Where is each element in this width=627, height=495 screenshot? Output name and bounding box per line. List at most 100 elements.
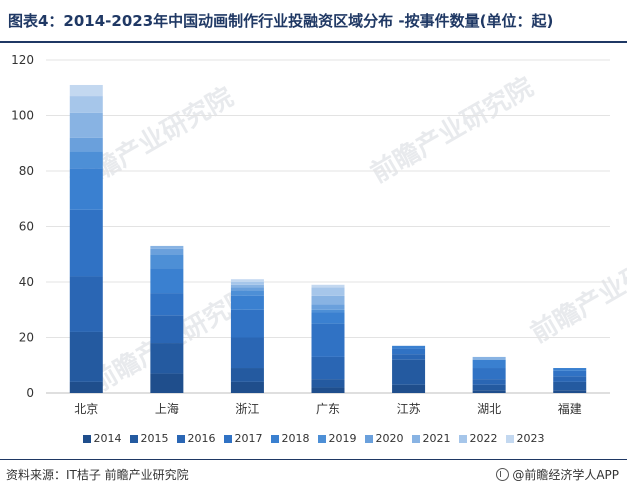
- x-tick-label: 浙江: [235, 402, 259, 416]
- bar-segment-2023: [69, 84, 103, 97]
- y-tick-label: 60: [19, 220, 34, 234]
- legend-item: 2022: [458, 432, 498, 445]
- bar-segment-2014: [472, 390, 506, 393]
- bar-segment-2022: [69, 96, 103, 113]
- legend-label: 2023: [516, 432, 545, 445]
- bar-segment-2017: [150, 293, 184, 316]
- bar-segment-2015: [553, 381, 587, 391]
- bar-segment-2014: [150, 373, 184, 393]
- legend-swatch: [129, 434, 138, 443]
- chart-legend: 2014 2015 2016 2017 2018 2019 2020 2021 2022 2023: [0, 432, 627, 445]
- bar-segment-2017: [230, 309, 264, 338]
- legend-swatch: [223, 434, 232, 443]
- legend-label: 2018: [281, 432, 310, 445]
- bar-segment-2018: [150, 268, 184, 294]
- source-note: 资料来源：IT桔子 前瞻产业研究院: [6, 468, 189, 482]
- legend-label: 2017: [234, 432, 263, 445]
- y-tick-label: 100: [11, 109, 34, 123]
- legend-swatch: [176, 434, 185, 443]
- bar-segment-2018: [553, 368, 587, 371]
- bar-segment-2016: [472, 379, 506, 385]
- x-tick-label: 福建: [558, 401, 582, 416]
- bar-segment-2016: [553, 376, 587, 382]
- bar-segment-2015: [311, 379, 345, 388]
- bar-segment-2021: [230, 284, 264, 288]
- legend-item: 2023: [505, 432, 545, 445]
- legend-label: 2019: [328, 432, 357, 445]
- bar-segment-2016: [230, 337, 264, 369]
- x-tick-label: 江苏: [397, 402, 421, 416]
- bar-segment-2019: [69, 151, 103, 169]
- bar-segment-2019: [150, 254, 184, 269]
- bar-segment-2014: [392, 384, 426, 393]
- y-tick-label: 20: [19, 331, 34, 345]
- y-tick-label: 40: [19, 275, 34, 289]
- legend-item: 2020: [364, 432, 404, 445]
- bar-segment-2018: [230, 295, 264, 310]
- bar-segment-2019: [311, 309, 345, 313]
- legend-item: 2016: [176, 432, 216, 445]
- legend-swatch: [317, 434, 326, 443]
- bar-segment-2016: [311, 356, 345, 380]
- bar-segment-2015: [230, 368, 264, 382]
- bar-segment-2023: [230, 279, 264, 282]
- title-divider: [0, 41, 627, 43]
- bar-segment-2021: [69, 112, 103, 138]
- legend-label: 2016: [187, 432, 216, 445]
- legend-swatch: [458, 434, 467, 443]
- x-tick-label: 湖北: [477, 401, 501, 416]
- footer-brand: @前瞻经济学人APP: [496, 466, 619, 483]
- bar-segment-2016: [392, 354, 426, 360]
- bar-segment-2015: [392, 359, 426, 385]
- bar-segment-2021: [472, 356, 506, 360]
- bar-segment-2015: [472, 384, 506, 391]
- bar-segment-2020: [230, 287, 264, 291]
- legend-label: 2020: [375, 432, 404, 445]
- x-tick-label: 北京: [74, 402, 98, 416]
- legend-label: 2022: [469, 432, 498, 445]
- bar-segment-2014: [553, 390, 587, 393]
- bar-segment-2018: [392, 345, 426, 349]
- bar-segment-2014: [311, 387, 345, 393]
- x-tick-label: 广东: [316, 402, 340, 416]
- bar-segment-2020: [150, 248, 184, 255]
- bar-segment-2018: [311, 312, 345, 324]
- legend-label: 2021: [422, 432, 451, 445]
- bar-segment-2021: [311, 295, 345, 305]
- stacked-bar-chart: 0 20 40 60 80 100 120 北京 上海 浙江 广东 江苏 湖北 福建: [11, 53, 610, 416]
- legend-item: 2019: [317, 432, 357, 445]
- legend-item: 2015: [129, 432, 169, 445]
- bar-segment-2020: [311, 304, 345, 310]
- bar-segment-2015: [69, 331, 103, 382]
- bar-segment-2017: [311, 323, 345, 357]
- bar-segment-2018: [69, 168, 103, 210]
- y-tick-label: 120: [11, 53, 34, 67]
- bar-segment-2019: [230, 290, 264, 296]
- bar-segment-2015: [150, 343, 184, 374]
- bar-segment-2021: [150, 245, 184, 249]
- legend-item: 2021: [411, 432, 451, 445]
- bar-segment-2023: [311, 284, 345, 288]
- legend-swatch: [270, 434, 279, 443]
- legend-swatch: [82, 434, 91, 443]
- legend-item: 2018: [270, 432, 310, 445]
- bar-segment-2014: [69, 381, 103, 393]
- brand-logo-icon: [496, 468, 510, 481]
- chart-title: 图表4：2014-2023年中国动画制作行业投融资区域分布 -按事件数量(单位：…: [8, 12, 554, 30]
- bar-segment-2016: [69, 276, 103, 332]
- bar-segment-2022: [230, 282, 264, 285]
- x-tick-label: 上海: [155, 401, 179, 416]
- bar-segment-2014: [230, 381, 264, 393]
- bar-segment-2017: [553, 370, 587, 377]
- legend-label: 2015: [140, 432, 169, 445]
- y-tick-label: 0: [26, 386, 34, 400]
- footer-divider: [0, 459, 627, 460]
- bar-segment-2017: [392, 348, 426, 355]
- bar-segment-2018: [472, 359, 506, 369]
- bar-segment-2016: [150, 315, 184, 344]
- bar-segment-2017: [472, 368, 506, 380]
- legend-label: 2014: [93, 432, 122, 445]
- bar-segment-2020: [69, 137, 103, 152]
- legend-item: 2017: [223, 432, 263, 445]
- y-tick-label: 80: [19, 164, 34, 178]
